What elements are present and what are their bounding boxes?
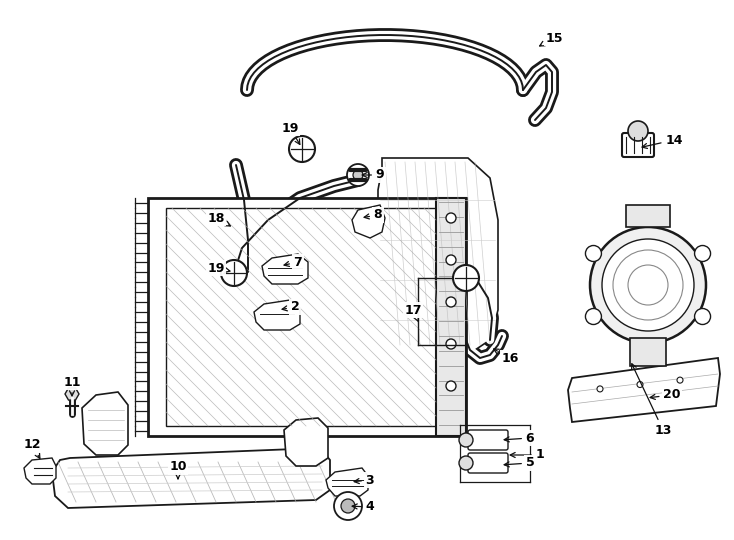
Circle shape (694, 246, 711, 261)
Circle shape (602, 239, 694, 331)
FancyBboxPatch shape (622, 133, 654, 157)
Text: 12: 12 (23, 438, 41, 458)
Circle shape (446, 339, 456, 349)
Circle shape (459, 456, 473, 470)
Circle shape (446, 297, 456, 307)
Text: 7: 7 (284, 255, 302, 268)
Bar (166, 208, 436, 426)
Circle shape (446, 381, 456, 391)
Text: 5: 5 (504, 456, 534, 469)
Polygon shape (82, 392, 128, 455)
Circle shape (677, 377, 683, 383)
Polygon shape (65, 388, 79, 400)
Polygon shape (352, 205, 385, 238)
Circle shape (586, 308, 601, 325)
Circle shape (446, 255, 456, 265)
Text: 20: 20 (650, 388, 680, 402)
Polygon shape (326, 468, 368, 496)
Polygon shape (284, 418, 328, 466)
Text: 9: 9 (362, 168, 385, 181)
Text: 2: 2 (282, 300, 299, 314)
Text: 3: 3 (354, 474, 374, 487)
Text: 14: 14 (642, 133, 683, 148)
Text: 17: 17 (404, 303, 422, 321)
Circle shape (347, 164, 369, 186)
Circle shape (289, 136, 315, 162)
Circle shape (694, 308, 711, 325)
Bar (630, 338, 666, 366)
Circle shape (586, 246, 601, 261)
Text: 11: 11 (63, 375, 81, 396)
Circle shape (221, 260, 247, 286)
Circle shape (637, 382, 643, 388)
Text: 19: 19 (281, 122, 300, 144)
Bar (436, 198, 466, 436)
Circle shape (341, 499, 355, 513)
Circle shape (597, 386, 603, 392)
Polygon shape (262, 254, 308, 284)
Circle shape (334, 492, 362, 520)
Polygon shape (378, 158, 498, 355)
Polygon shape (254, 300, 300, 330)
Text: 19: 19 (207, 261, 230, 274)
Text: 10: 10 (170, 461, 186, 478)
Circle shape (453, 265, 479, 291)
Bar (148, 198, 466, 436)
Circle shape (446, 213, 456, 223)
Text: 15: 15 (539, 31, 563, 46)
Circle shape (353, 170, 363, 180)
FancyBboxPatch shape (468, 430, 508, 450)
Text: 6: 6 (504, 431, 534, 444)
Polygon shape (568, 358, 720, 422)
Text: 4: 4 (352, 501, 374, 514)
Text: 18: 18 (207, 212, 230, 226)
Circle shape (590, 227, 706, 343)
Circle shape (628, 121, 648, 141)
Text: 1: 1 (510, 449, 545, 462)
Polygon shape (24, 458, 56, 484)
Text: 8: 8 (364, 208, 382, 221)
Bar (626, 205, 670, 227)
Text: 16: 16 (494, 349, 519, 365)
Polygon shape (52, 448, 330, 508)
FancyBboxPatch shape (468, 453, 508, 473)
Circle shape (459, 433, 473, 447)
Text: 13: 13 (632, 364, 672, 436)
